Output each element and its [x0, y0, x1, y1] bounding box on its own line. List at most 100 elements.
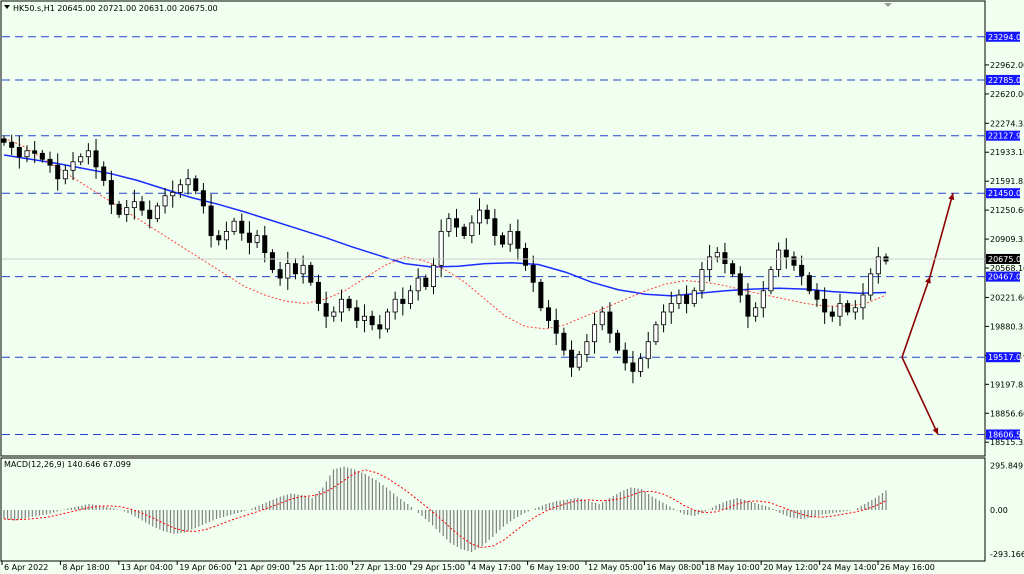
price-tick-label: 21250.60 [990, 206, 1024, 215]
candle-bear [530, 264, 536, 283]
candle-bull [768, 269, 774, 292]
candle-bull [62, 169, 68, 180]
candle-bear [806, 275, 812, 292]
candle-bear [139, 201, 145, 211]
candle-bear [93, 150, 99, 168]
candle-bull [331, 311, 337, 317]
candle-bull [837, 303, 843, 317]
candle-bear [615, 332, 621, 351]
price-tick-label: 18515.35 [990, 438, 1024, 447]
time-tick-label: 6 Apr 2022 [4, 563, 48, 572]
macd-header: MACD(12,26,9) 140.646 67.099 [4, 460, 131, 469]
main-pane-frame [0, 0, 986, 457]
candle-bear [369, 315, 375, 326]
candle-bull [70, 161, 76, 171]
candle-bull [776, 249, 782, 270]
scroll-shift-icon[interactable] [884, 3, 892, 7]
level-label: 22127.93 [988, 132, 1024, 141]
time-tick-label: 20 May 12:00 [763, 563, 818, 572]
candle-bear [354, 307, 360, 321]
candle-bear [484, 209, 490, 220]
candle-bear [323, 303, 329, 317]
candle-bull [599, 311, 605, 326]
level-label-bg [986, 429, 1020, 440]
candle-bear [737, 273, 743, 296]
candle-bull [24, 150, 30, 158]
candle-bull [384, 311, 390, 330]
candle-bear [277, 269, 283, 279]
candle-bear [377, 324, 383, 330]
candle-bull [661, 311, 667, 326]
candle-bear [569, 349, 575, 368]
current-price-bg [986, 253, 1020, 264]
candle-bull [760, 290, 766, 309]
candle-bear [208, 205, 214, 237]
candle-bear [9, 141, 15, 148]
candle-bull [85, 150, 91, 158]
candle-bear [523, 247, 529, 266]
level-lines: 23294.00 22785.00 22127.93 21450.00 20467.00… [2, 31, 1024, 440]
time-tick-label: 19 Apr 06:00 [179, 563, 231, 572]
candle-bear [239, 220, 245, 234]
level-label: 22785.00 [988, 76, 1024, 85]
candle-bull [676, 294, 682, 304]
level-label-bg [986, 130, 1020, 141]
price-tick-label: 21933.10 [990, 148, 1024, 157]
candle-bull [285, 263, 291, 279]
candle-bull [300, 264, 306, 275]
macd-tick-label: -293.166 [990, 550, 1024, 559]
candle-bear [791, 256, 797, 266]
time-tick-label: 13 Apr 04:00 [121, 563, 173, 572]
candle-bull [154, 205, 160, 220]
projection-arrows [901, 192, 955, 435]
candle-bear [630, 362, 636, 372]
candle-bear [722, 252, 728, 265]
level-label: 19517.00 [988, 353, 1024, 362]
candle-bull [645, 341, 651, 360]
candle-bear [561, 332, 567, 351]
level-label: 23294.00 [988, 33, 1024, 42]
candle-bear [216, 235, 222, 241]
level-label: 21450.00 [988, 189, 1024, 198]
candle-bull [691, 290, 697, 304]
candle-bull [78, 156, 84, 163]
candle-bull [446, 218, 452, 232]
time-tick-label: 25 Apr 11:00 [296, 563, 348, 572]
projection-arrow-down [901, 356, 939, 435]
time-tick-label: 29 Apr 15:00 [413, 563, 465, 572]
candle-bear [292, 263, 298, 275]
level-label: 20467.00 [988, 273, 1024, 282]
candle-bull [592, 324, 598, 343]
candle-bear [193, 178, 199, 192]
window-menu-icon[interactable] [4, 5, 10, 9]
time-tick-label: 27 Apr 13:00 [354, 563, 406, 572]
candle-bull [576, 354, 582, 368]
price-tick-label: 19197.85 [990, 380, 1024, 389]
price-tick-label: 19880.35 [990, 322, 1024, 331]
candle-bear [730, 263, 736, 275]
candle-bull [714, 252, 720, 258]
level-label-bg [986, 74, 1020, 85]
macd-signal-line [3, 469, 887, 549]
time-tick-label: 24 May 14:00 [822, 563, 877, 572]
candle-bear [200, 190, 206, 207]
candle-bull [507, 230, 513, 245]
time-tick-label: 26 May 16:00 [880, 563, 935, 572]
candle-bear [538, 281, 544, 309]
candle-bear [39, 152, 45, 160]
candle-bull [753, 307, 759, 317]
candle-bull [231, 220, 237, 232]
candle-bear [822, 298, 828, 313]
candle-bear [453, 218, 460, 228]
candle-bear [400, 298, 406, 304]
candle-bull [254, 235, 260, 243]
candle-bull [668, 303, 674, 313]
candle-bull [477, 209, 483, 224]
current-price-label: 20675.00 [988, 255, 1024, 264]
candle-bear [500, 235, 506, 245]
projection-arrow-down-head [932, 427, 939, 435]
candle-bear [814, 290, 820, 300]
macd-tick-label: 0.00 [990, 506, 1008, 515]
